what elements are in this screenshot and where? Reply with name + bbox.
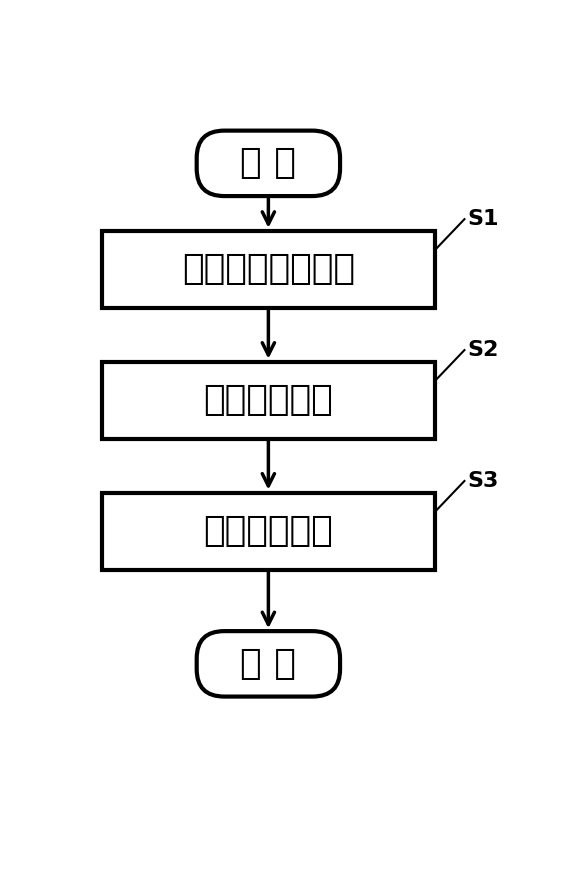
Bar bbox=[102, 231, 435, 307]
Text: 局部放电定向: 局部放电定向 bbox=[204, 383, 333, 418]
Text: 局部放电数据测量: 局部放电数据测量 bbox=[182, 252, 355, 286]
Text: 结 束: 结 束 bbox=[241, 647, 297, 681]
Text: 开 始: 开 始 bbox=[241, 146, 297, 180]
Text: S2: S2 bbox=[468, 340, 499, 360]
Text: 局部放电定位: 局部放电定位 bbox=[204, 514, 333, 548]
FancyBboxPatch shape bbox=[197, 131, 340, 196]
Text: S3: S3 bbox=[468, 471, 499, 491]
Bar bbox=[102, 362, 435, 439]
Bar bbox=[102, 493, 435, 570]
Text: S1: S1 bbox=[468, 209, 499, 229]
FancyBboxPatch shape bbox=[197, 631, 340, 696]
